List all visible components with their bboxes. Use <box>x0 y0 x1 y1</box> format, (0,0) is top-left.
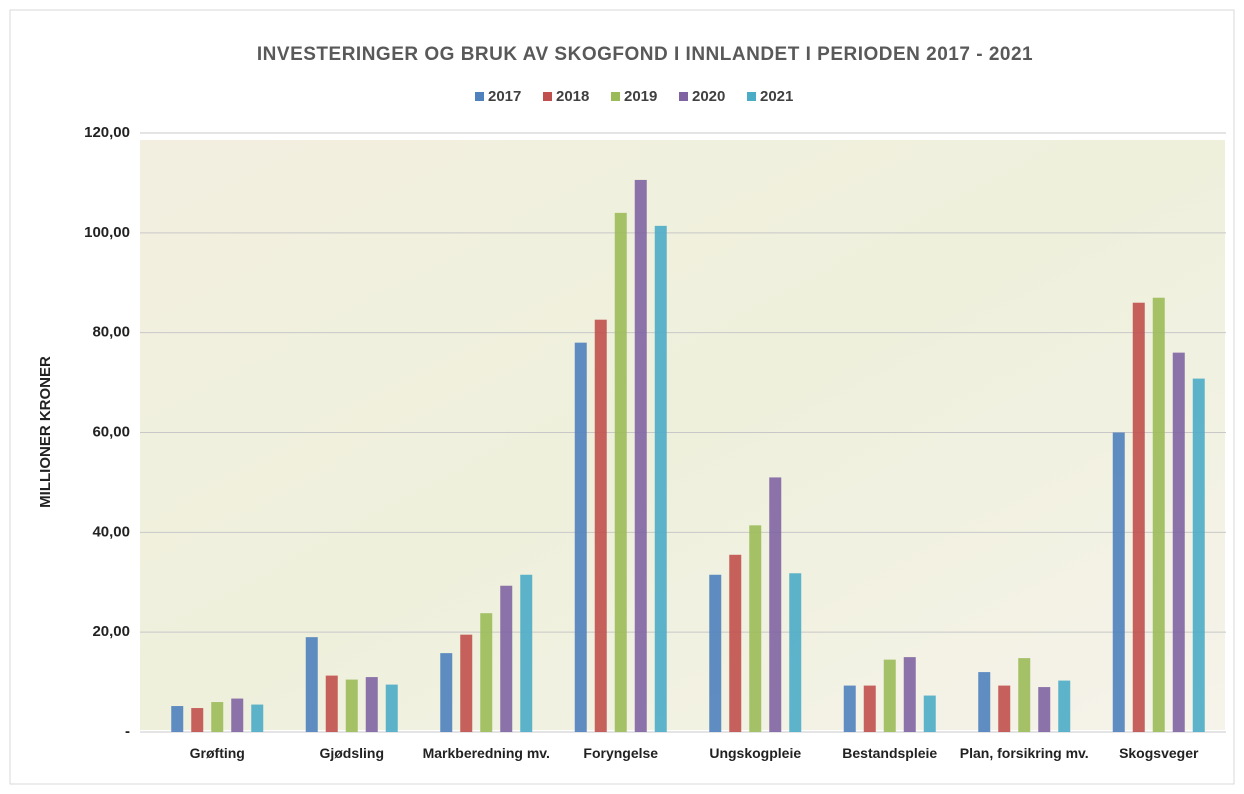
legend-label: 2017 <box>488 88 521 105</box>
x-tick-label: Grøfting <box>189 745 245 761</box>
bar <box>460 634 473 732</box>
y-tick-label: 20,00 <box>92 623 130 640</box>
bar <box>749 525 762 732</box>
bar <box>1112 432 1125 732</box>
bar <box>709 574 722 732</box>
bar <box>978 672 991 732</box>
x-tick-label: Plan, forsikring mv. <box>959 745 1089 761</box>
bar <box>634 179 647 733</box>
bar <box>1192 378 1205 732</box>
x-tick-label: Skogsveger <box>1119 745 1199 761</box>
bar <box>1058 680 1071 732</box>
y-axis-label: MILLIONER KRONER <box>37 356 54 508</box>
bar <box>1018 658 1031 732</box>
bar <box>903 657 916 732</box>
bar <box>211 702 224 732</box>
x-tick-label: Ungskogpleie <box>709 745 802 761</box>
bar <box>654 225 667 732</box>
bar <box>574 342 587 732</box>
y-tick-label: 100,00 <box>84 224 130 241</box>
bar <box>769 477 782 732</box>
y-tick-label: 120,00 <box>84 124 130 141</box>
bar <box>998 685 1011 732</box>
bar <box>1038 687 1051 732</box>
legend-swatch <box>747 92 756 101</box>
legend-swatch <box>679 92 688 101</box>
bar <box>365 677 378 732</box>
bar <box>520 574 533 732</box>
bar <box>500 585 513 732</box>
bar <box>843 685 856 732</box>
bar <box>594 319 607 732</box>
legend-label: 2021 <box>760 88 793 105</box>
legend-label: 2018 <box>556 88 589 105</box>
bar <box>883 659 896 732</box>
bar <box>863 685 876 732</box>
bar <box>1132 302 1145 732</box>
legend-swatch <box>611 92 620 101</box>
legend-label: 2019 <box>624 88 657 105</box>
background <box>140 140 1225 730</box>
legend-swatch <box>543 92 552 101</box>
bar <box>305 637 318 732</box>
y-tick-label: 60,00 <box>92 423 130 440</box>
x-tick-label: Bestandspleie <box>842 745 938 761</box>
bar <box>789 573 802 732</box>
y-tick-label: 40,00 <box>92 523 130 540</box>
x-tick-label: Markberedning mv. <box>422 745 550 761</box>
x-tick-label: Foryngelse <box>583 745 659 761</box>
y-tick-label: 80,00 <box>92 324 130 341</box>
bar <box>1152 297 1165 732</box>
bar <box>325 675 338 732</box>
bar <box>251 704 264 732</box>
bar <box>345 679 358 732</box>
bar <box>729 554 742 732</box>
legend-swatch <box>475 92 484 101</box>
y-tick-label: - <box>125 723 130 740</box>
bar <box>440 653 453 732</box>
x-tick-label: Gjødsling <box>319 745 385 761</box>
bar <box>614 212 627 732</box>
bar <box>171 706 184 732</box>
legend-label: 2020 <box>692 88 725 105</box>
bar <box>480 613 493 732</box>
bar <box>231 698 244 732</box>
chart-title: INVESTERINGER OG BRUK AV SKOGFOND I INNL… <box>257 44 1033 65</box>
bar <box>385 684 398 732</box>
bar <box>923 695 936 732</box>
bar <box>1172 352 1185 732</box>
bar <box>191 708 204 732</box>
